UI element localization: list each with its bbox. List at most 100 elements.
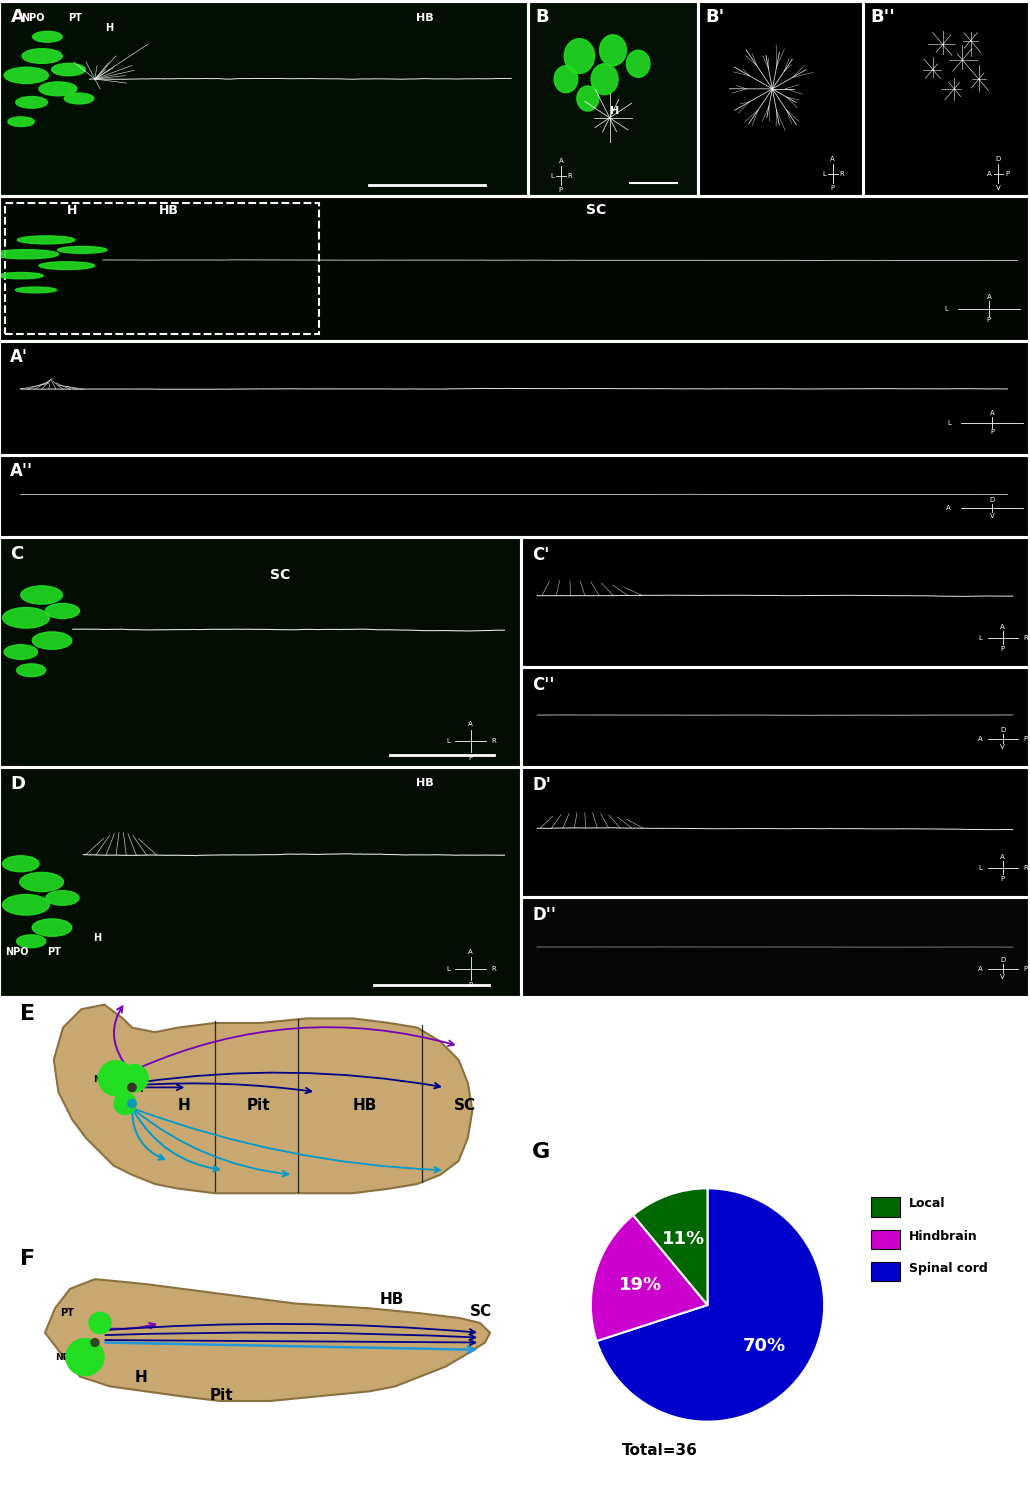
- Text: A: A: [987, 171, 992, 177]
- Text: Total=36: Total=36: [622, 1443, 698, 1458]
- Text: B': B': [706, 8, 725, 26]
- Text: D': D': [533, 776, 551, 794]
- Text: H: H: [94, 933, 102, 944]
- Text: PT: PT: [69, 13, 82, 24]
- Text: D: D: [990, 496, 995, 502]
- Text: HB: HB: [353, 1098, 377, 1113]
- Text: R: R: [568, 172, 573, 178]
- Text: L: L: [446, 738, 450, 744]
- Text: P: P: [1023, 735, 1027, 741]
- Circle shape: [33, 32, 62, 42]
- Circle shape: [45, 603, 79, 618]
- Text: A: A: [1000, 624, 1005, 630]
- Text: L: L: [947, 420, 951, 426]
- Text: V: V: [990, 513, 994, 519]
- Text: A: A: [1000, 853, 1005, 859]
- Text: Spinal cord: Spinal cord: [909, 1262, 988, 1275]
- Circle shape: [66, 1338, 104, 1376]
- Circle shape: [18, 236, 75, 244]
- Text: L: L: [978, 865, 983, 871]
- Circle shape: [0, 273, 43, 279]
- Bar: [871, 1262, 899, 1281]
- Text: D: D: [1000, 726, 1005, 732]
- Circle shape: [114, 1092, 136, 1114]
- Text: PT: PT: [132, 1084, 145, 1094]
- Wedge shape: [591, 1215, 708, 1341]
- Text: A: A: [977, 966, 983, 972]
- Circle shape: [599, 34, 626, 66]
- Text: Pit: Pit: [247, 1098, 271, 1113]
- Circle shape: [32, 632, 72, 650]
- Text: C'': C'': [533, 676, 554, 694]
- Text: R: R: [1023, 865, 1028, 871]
- Text: H: H: [67, 204, 77, 218]
- Text: R: R: [1023, 634, 1028, 640]
- Text: R: R: [491, 966, 496, 972]
- Text: P: P: [469, 982, 473, 988]
- Text: PT: PT: [46, 946, 61, 957]
- Bar: [5, 202, 318, 334]
- Text: V: V: [1000, 975, 1005, 981]
- Text: A: A: [987, 294, 991, 300]
- Text: A: A: [10, 8, 25, 26]
- Text: C': C': [533, 546, 549, 564]
- Text: F: F: [20, 1250, 35, 1269]
- Polygon shape: [45, 1280, 490, 1401]
- Text: D: D: [1000, 957, 1005, 963]
- Text: SC: SC: [454, 1098, 476, 1113]
- Circle shape: [564, 39, 594, 74]
- Text: R: R: [839, 171, 844, 177]
- Wedge shape: [596, 1188, 824, 1422]
- Circle shape: [3, 856, 39, 871]
- Text: HB: HB: [380, 1292, 405, 1306]
- Text: A: A: [830, 156, 835, 162]
- Text: A: A: [990, 410, 994, 416]
- Circle shape: [8, 117, 34, 126]
- Text: NPO: NPO: [55, 1353, 77, 1362]
- Text: SC: SC: [586, 202, 607, 217]
- Circle shape: [577, 86, 598, 111]
- Circle shape: [58, 246, 107, 254]
- Circle shape: [15, 96, 47, 108]
- Text: SC: SC: [470, 1304, 492, 1318]
- Circle shape: [626, 51, 650, 78]
- Text: A: A: [469, 950, 473, 956]
- Circle shape: [4, 645, 37, 660]
- Circle shape: [22, 48, 62, 63]
- Text: L: L: [822, 171, 826, 177]
- Text: A'': A'': [10, 462, 33, 480]
- Text: L: L: [978, 634, 983, 640]
- Text: E: E: [20, 1004, 35, 1025]
- Text: H: H: [610, 106, 619, 116]
- Circle shape: [3, 894, 49, 915]
- Text: A: A: [947, 506, 951, 512]
- Circle shape: [128, 1083, 136, 1092]
- Text: P: P: [987, 316, 991, 322]
- Text: HB: HB: [416, 778, 434, 788]
- Text: HB: HB: [160, 204, 179, 218]
- Text: NPO: NPO: [93, 1074, 115, 1083]
- Text: V: V: [1000, 744, 1005, 750]
- Circle shape: [89, 1312, 111, 1334]
- Circle shape: [64, 93, 94, 104]
- Circle shape: [99, 1060, 133, 1095]
- Bar: [871, 1197, 899, 1216]
- Text: 19%: 19%: [619, 1276, 662, 1294]
- Text: R: R: [491, 738, 496, 744]
- Circle shape: [16, 934, 45, 948]
- Text: 70%: 70%: [743, 1336, 786, 1354]
- Circle shape: [52, 63, 85, 75]
- Bar: [871, 1230, 899, 1250]
- Text: Hindbrain: Hindbrain: [909, 1230, 977, 1242]
- Text: Pit: Pit: [210, 1388, 234, 1402]
- Text: H: H: [135, 1370, 147, 1384]
- Text: B: B: [536, 8, 549, 26]
- Circle shape: [32, 920, 72, 936]
- Circle shape: [554, 66, 578, 93]
- Circle shape: [15, 286, 57, 292]
- Circle shape: [20, 873, 64, 891]
- Text: P: P: [1000, 876, 1004, 882]
- Text: P: P: [1023, 966, 1027, 972]
- Circle shape: [21, 586, 63, 604]
- Text: D'': D'': [533, 906, 556, 924]
